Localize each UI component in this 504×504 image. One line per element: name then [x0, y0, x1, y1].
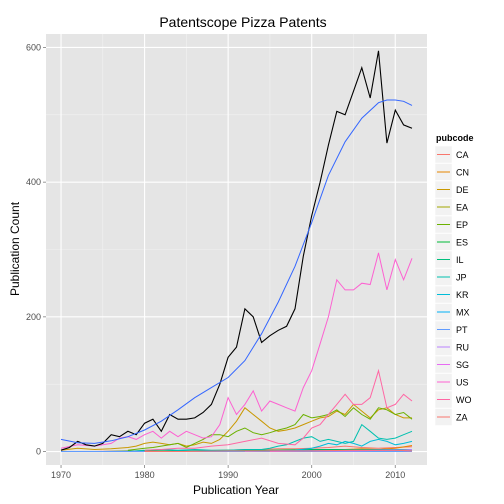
y-tick-label: 0 — [36, 447, 41, 457]
y-tick-label: 200 — [26, 312, 41, 322]
legend-label-pt: PT — [456, 325, 468, 335]
legend-label-il: IL — [456, 255, 464, 265]
x-tick-label: 1970 — [51, 470, 71, 480]
x-axis-title: Publication Year — [193, 483, 279, 497]
series-line-za — [144, 449, 413, 452]
series-line-de — [60, 403, 412, 451]
plot-panel — [46, 34, 427, 465]
legend-label-kr: KR — [456, 290, 469, 300]
legend-label-ca: CA — [456, 150, 469, 160]
legend-label-cn: CN — [456, 168, 469, 178]
y-tick-label: 400 — [26, 177, 41, 187]
y-tick-label: 600 — [26, 42, 41, 52]
legend-label-ep: EP — [456, 220, 468, 230]
smooth-trend-line — [60, 99, 413, 444]
legend-title: pubcode — [436, 133, 474, 143]
series-line-wo — [144, 368, 413, 451]
grid-major — [46, 34, 427, 465]
y-axis: 0 200 400 600 — [26, 42, 46, 457]
grid-minor — [46, 34, 427, 465]
legend-label-sg: SG — [456, 360, 469, 370]
x-tick-label: 1990 — [218, 470, 238, 480]
legend-label-mx: MX — [456, 308, 470, 318]
x-tick-label: 2000 — [302, 470, 322, 480]
x-tick-label: 1980 — [135, 470, 155, 480]
x-tick-label: 2010 — [385, 470, 405, 480]
legend-label-us: US — [456, 378, 469, 388]
series-line-ep — [127, 407, 413, 451]
series-line-us — [60, 252, 413, 449]
legend-label-ru: RU — [456, 343, 469, 353]
legend-items: CA CN DE EA EP ES IL JP KR MX PT RU SG US WO ZA — [434, 145, 472, 426]
series-lines — [60, 50, 413, 452]
legend-label-es: ES — [456, 238, 468, 248]
legend-label-wo: WO — [456, 395, 472, 405]
legend-label-de: DE — [456, 185, 469, 195]
x-axis: 1970 1980 1990 2000 2010 — [51, 465, 405, 480]
chart-title: Patentscope Pizza Patents — [159, 14, 326, 30]
y-axis-title: Publication Count — [8, 201, 22, 296]
legend-label-ea: EA — [456, 203, 468, 213]
legend: pubcode CA CN DE EA EP ES IL JP KR MX PT RU SG US WO ZA — [434, 133, 474, 426]
legend-label-za: ZA — [456, 413, 468, 423]
total-line — [60, 50, 413, 451]
legend-label-jp: JP — [456, 273, 467, 283]
